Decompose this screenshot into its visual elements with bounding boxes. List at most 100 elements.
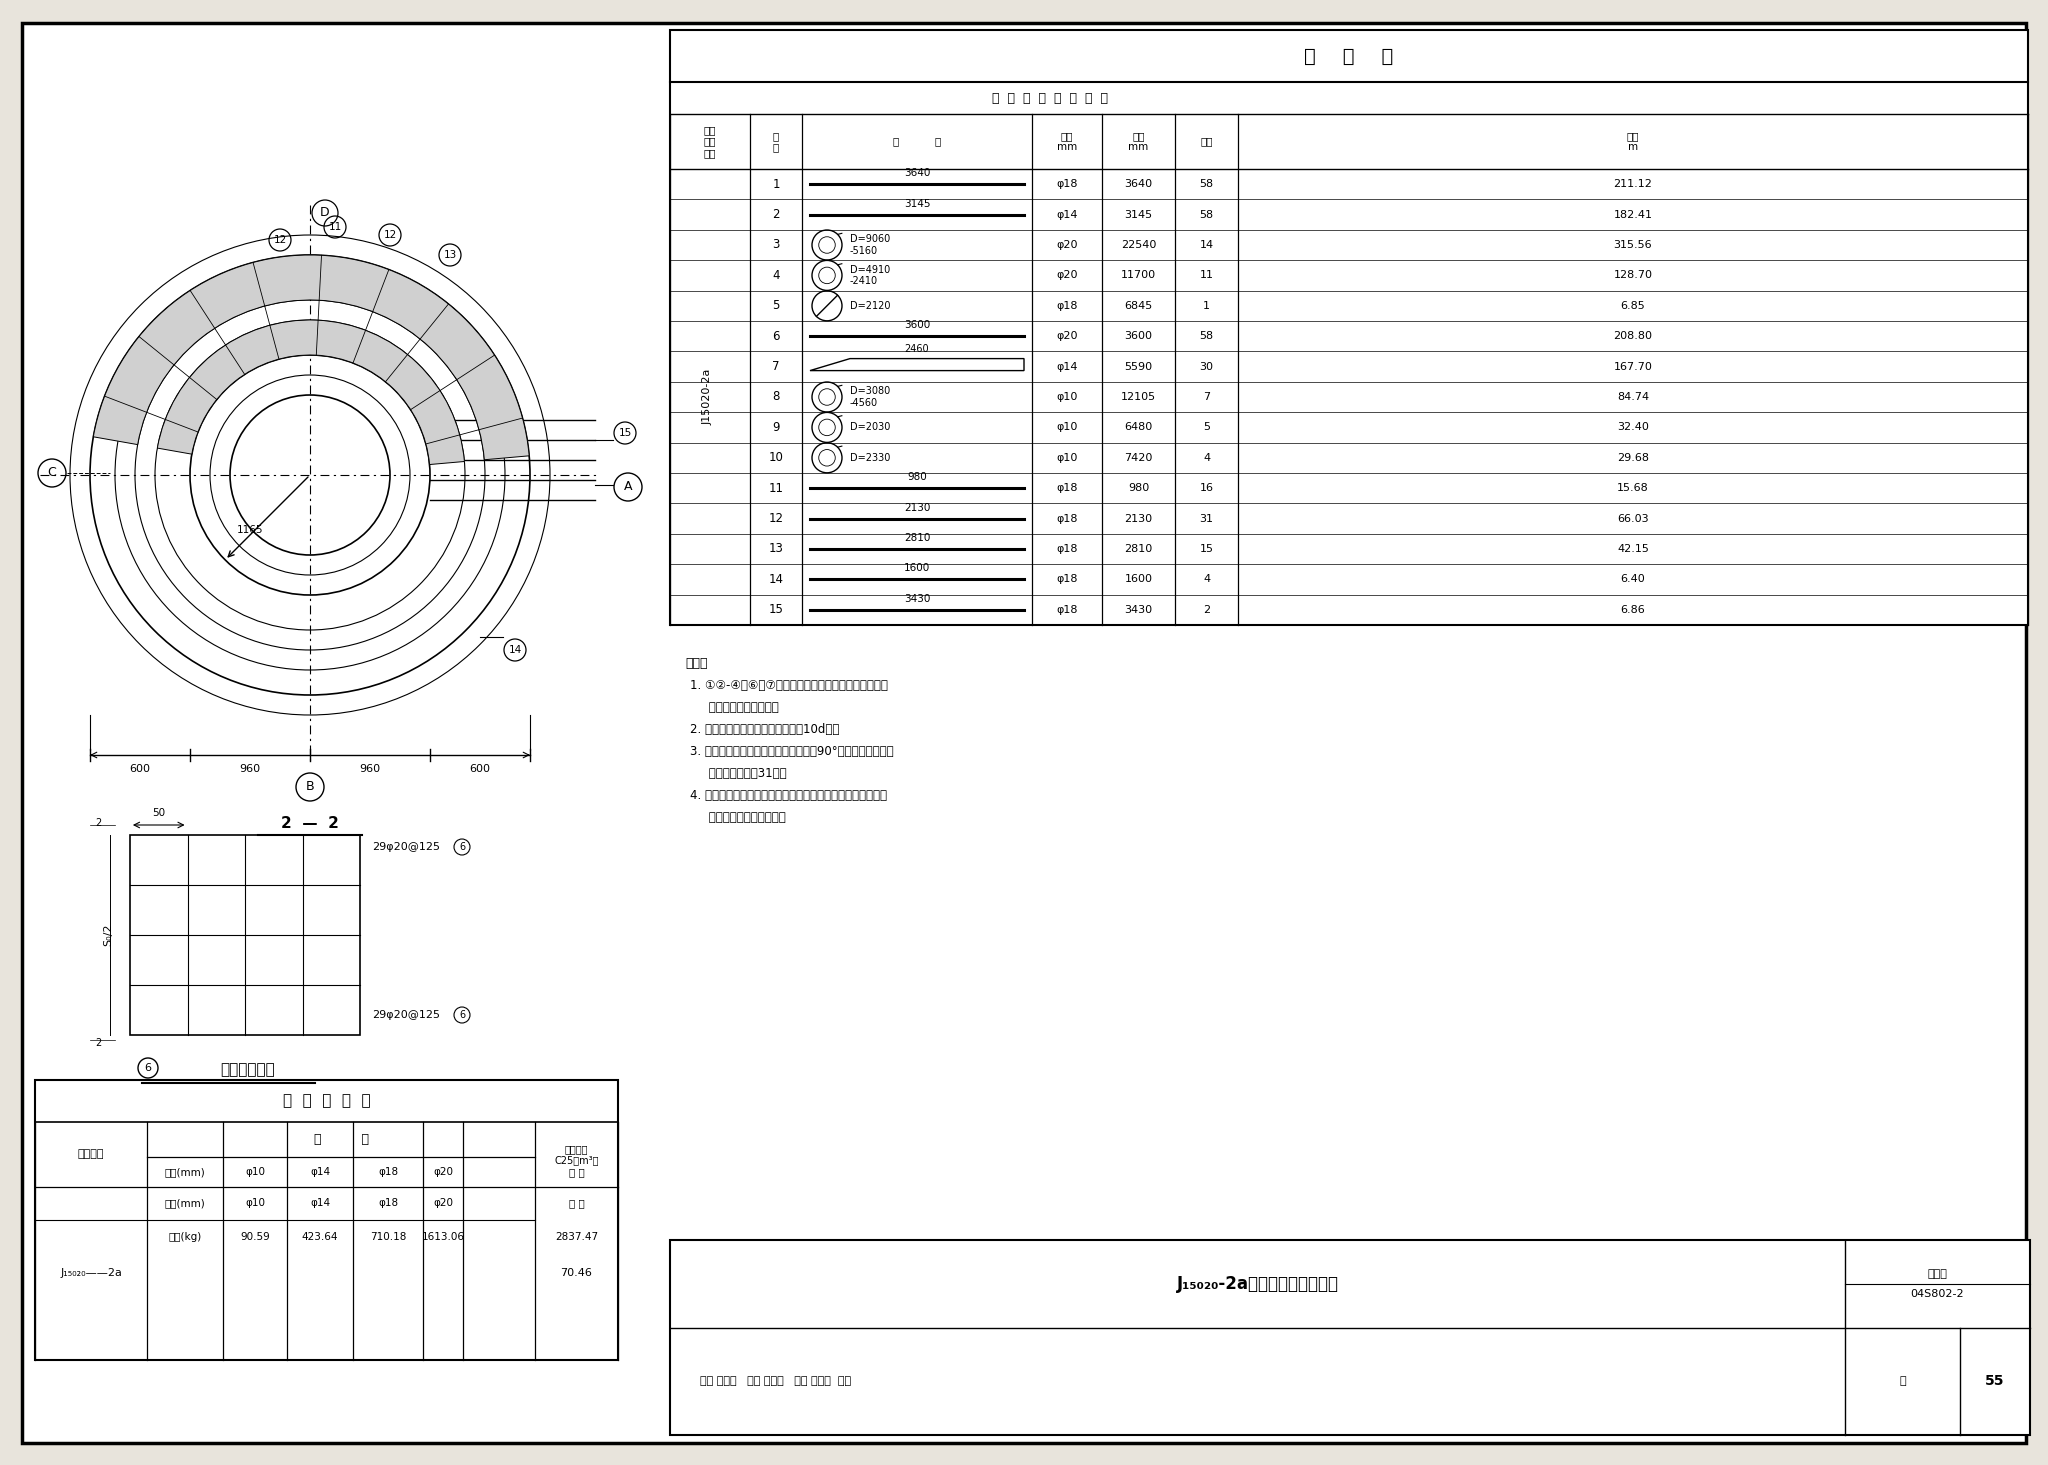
Text: 04S802-2: 04S802-2 <box>1911 1289 1964 1299</box>
Text: φ10: φ10 <box>246 1168 264 1176</box>
Text: 22540: 22540 <box>1120 240 1157 251</box>
Text: 图集号: 图集号 <box>1927 1269 1948 1279</box>
Text: φ20: φ20 <box>432 1198 453 1209</box>
Text: 直径
mm: 直径 mm <box>1057 130 1077 152</box>
Text: φ10: φ10 <box>1057 422 1077 432</box>
Text: 构件
名称
个数: 构件 名称 个数 <box>705 125 717 158</box>
Text: 29φ20@125: 29φ20@125 <box>373 1009 440 1020</box>
Text: 980: 980 <box>907 472 928 482</box>
Text: 960: 960 <box>360 765 381 774</box>
Text: 混凝土量
C25（m³）: 混凝土量 C25（m³） <box>555 1144 598 1165</box>
Text: 11: 11 <box>768 482 784 495</box>
Text: 号钉筋布置图: 号钉筋布置图 <box>219 1062 274 1077</box>
Text: φ18: φ18 <box>379 1168 397 1176</box>
Text: 13: 13 <box>768 542 784 555</box>
Text: 15: 15 <box>618 428 631 438</box>
Text: 4: 4 <box>772 270 780 281</box>
Text: 7: 7 <box>772 360 780 374</box>
Text: φ18: φ18 <box>1057 514 1077 523</box>
Text: 128.70: 128.70 <box>1614 271 1653 280</box>
Text: 10: 10 <box>768 451 784 464</box>
Text: 3. 水管伸入基础于杯口内壁下端设置的90°弯管支墩及基础预: 3. 水管伸入基础于杯口内壁下端设置的90°弯管支墩及基础预 <box>690 746 893 757</box>
Text: 29φ20@125: 29φ20@125 <box>373 842 440 853</box>
Text: 3145: 3145 <box>1124 209 1153 220</box>
Text: 1. ①②-④，⑥与⑦号钉筋交错排列，其埋入及伸出基础: 1. ①②-④，⑥与⑦号钉筋交错排列，其埋入及伸出基础 <box>690 678 889 691</box>
Wedge shape <box>158 319 465 464</box>
Text: D: D <box>319 207 330 220</box>
Text: 2837.47: 2837.47 <box>555 1232 598 1241</box>
Text: 2810: 2810 <box>903 533 930 544</box>
Text: 58: 58 <box>1200 179 1214 189</box>
Text: 15.68: 15.68 <box>1618 483 1649 494</box>
Text: D=3080
-4560: D=3080 -4560 <box>850 387 891 407</box>
Text: 6: 6 <box>145 1064 152 1072</box>
Text: φ14: φ14 <box>1057 209 1077 220</box>
Text: 710.18: 710.18 <box>371 1232 406 1241</box>
Bar <box>670 1239 2030 1436</box>
Text: 审核 归衡石   校对 陈显声   设计 王文涛  改订: 审核 归衡石 校对 陈显声 设计 王文涛 改订 <box>700 1377 852 1386</box>
Text: 3640: 3640 <box>1124 179 1153 189</box>
Text: φ14: φ14 <box>309 1168 330 1176</box>
Text: 7420: 7420 <box>1124 453 1153 463</box>
Text: J₁₅₀₂₀——2a: J₁₅₀₂₀——2a <box>59 1269 123 1279</box>
Text: 2  —  2: 2 — 2 <box>281 816 338 831</box>
Text: 直径(mm): 直径(mm) <box>164 1198 205 1209</box>
Text: 6: 6 <box>772 330 780 343</box>
Text: 14: 14 <box>768 573 784 586</box>
Text: 167.70: 167.70 <box>1614 362 1653 372</box>
Text: 208.80: 208.80 <box>1614 331 1653 341</box>
Text: 84.74: 84.74 <box>1618 393 1649 401</box>
Text: 3600: 3600 <box>1124 331 1153 341</box>
Text: φ10: φ10 <box>1057 393 1077 401</box>
Text: 12: 12 <box>272 234 287 245</box>
Text: 960: 960 <box>240 765 260 774</box>
Text: 后立即施工垫层和基础。: 后立即施工垫层和基础。 <box>690 812 786 823</box>
Text: 211.12: 211.12 <box>1614 179 1653 189</box>
Text: φ20: φ20 <box>1057 331 1077 341</box>
Text: 1600: 1600 <box>1124 574 1153 585</box>
Text: 顶面的长度见展开图。: 顶面的长度见展开图。 <box>690 700 778 713</box>
Bar <box>129 835 360 1034</box>
Text: 2. 环向钉筋的连接采用单面搭焊（10d）。: 2. 环向钉筋的连接采用单面搭焊（10d）。 <box>690 724 840 735</box>
Text: 2460: 2460 <box>905 344 930 353</box>
Text: 4: 4 <box>1202 453 1210 463</box>
Text: J₁₅₀₂₀-2a模板、配筋图（二）: J₁₅₀₂₀-2a模板、配筋图（二） <box>1176 1275 1339 1294</box>
Text: 29.68: 29.68 <box>1618 453 1649 463</box>
Text: 6.85: 6.85 <box>1620 300 1645 311</box>
Text: D=2030: D=2030 <box>850 422 891 432</box>
Text: D=2330: D=2330 <box>850 453 891 463</box>
Text: φ18: φ18 <box>1057 544 1077 554</box>
Text: 6: 6 <box>459 1009 465 1020</box>
Text: 9: 9 <box>772 420 780 434</box>
Text: 30: 30 <box>1200 362 1214 372</box>
Text: D=9060
-5160: D=9060 -5160 <box>850 234 891 256</box>
Text: 7: 7 <box>1202 393 1210 401</box>
Text: 11: 11 <box>328 223 342 231</box>
Bar <box>670 29 2028 626</box>
Text: 6.40: 6.40 <box>1620 574 1645 585</box>
Text: 58: 58 <box>1200 331 1214 341</box>
Text: 90.59: 90.59 <box>240 1232 270 1241</box>
Text: 3145: 3145 <box>903 199 930 208</box>
Text: 构件名称: 构件名称 <box>78 1150 104 1159</box>
Text: 6: 6 <box>459 842 465 853</box>
Text: 说明：: 说明： <box>684 656 707 670</box>
Text: 合 计: 合 计 <box>569 1198 584 1209</box>
Text: 3: 3 <box>772 239 780 252</box>
Text: 182.41: 182.41 <box>1614 209 1653 220</box>
Text: 3640: 3640 <box>903 168 930 179</box>
Text: φ18: φ18 <box>1057 483 1077 494</box>
Text: 11: 11 <box>1200 271 1214 280</box>
Text: 66.03: 66.03 <box>1618 514 1649 523</box>
Text: A: A <box>625 481 633 494</box>
Text: 8: 8 <box>772 391 780 403</box>
Text: 32.40: 32.40 <box>1618 422 1649 432</box>
Text: 材  料  用  量  表: 材 料 用 量 表 <box>283 1093 371 1109</box>
Text: 16: 16 <box>1200 483 1214 494</box>
Text: 70.46: 70.46 <box>561 1269 592 1279</box>
Text: B: B <box>305 781 313 794</box>
Text: 14: 14 <box>1200 240 1214 251</box>
Text: 4. 基坑开挖后，应请原勘察单位进行验槽，确认符合设计要求: 4. 基坑开挖后，应请原勘察单位进行验槽，确认符合设计要求 <box>690 790 887 801</box>
Text: C: C <box>47 466 57 479</box>
Text: 55: 55 <box>1985 1374 2005 1389</box>
